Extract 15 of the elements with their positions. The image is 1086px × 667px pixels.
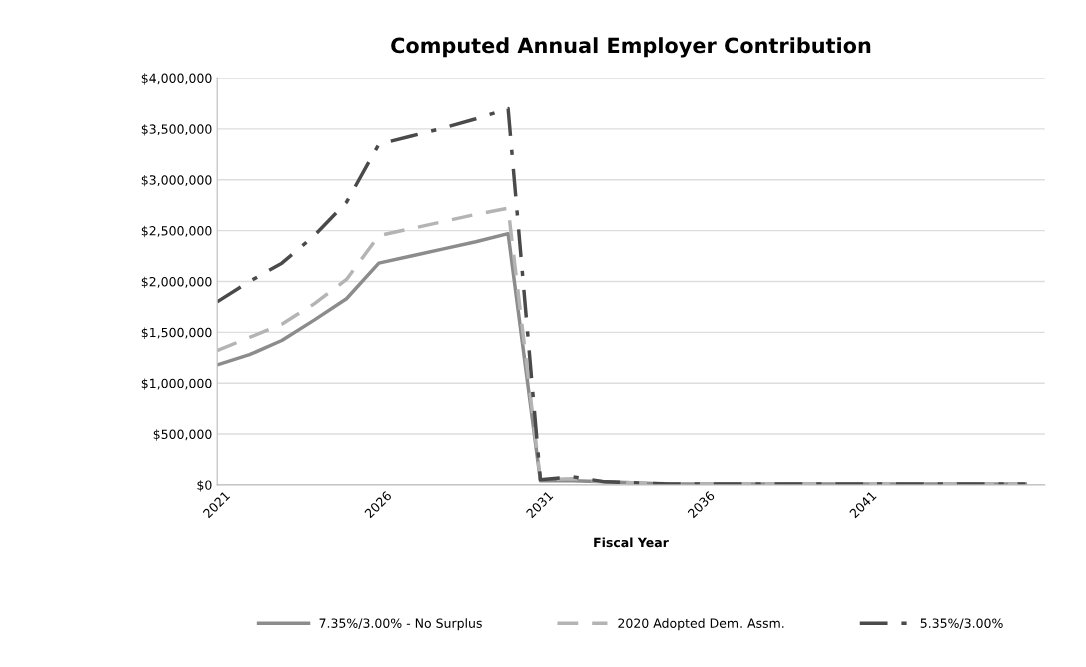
y-tick-label: $3,500,000 [141,124,212,136]
y-tick-label: $500,000 [153,429,212,441]
y-tick-label: $2,000,000 [141,276,212,289]
x-axis-title: Fiscal Year [594,537,669,548]
y-tick-label: $2,500,000 [141,225,212,238]
legend-label: 5.35%/3.00% [920,618,1003,629]
chart-title: Computed Annual Employer Contribution [391,37,871,58]
y-tick-label: $3,000,000 [141,175,212,187]
y-tick-label: $1,500,000 [141,327,212,339]
y-tick-label: $4,000,000 [141,73,212,85]
legend-label: 2020 Adopted Dem. Assm. [618,618,784,631]
line-series [217,106,1028,485]
y-tick-label: $1,000,000 [141,378,212,390]
legend-label: 7.35%/3.00% - No Surplus [319,618,482,631]
y-tick-label: $0 [197,480,212,492]
